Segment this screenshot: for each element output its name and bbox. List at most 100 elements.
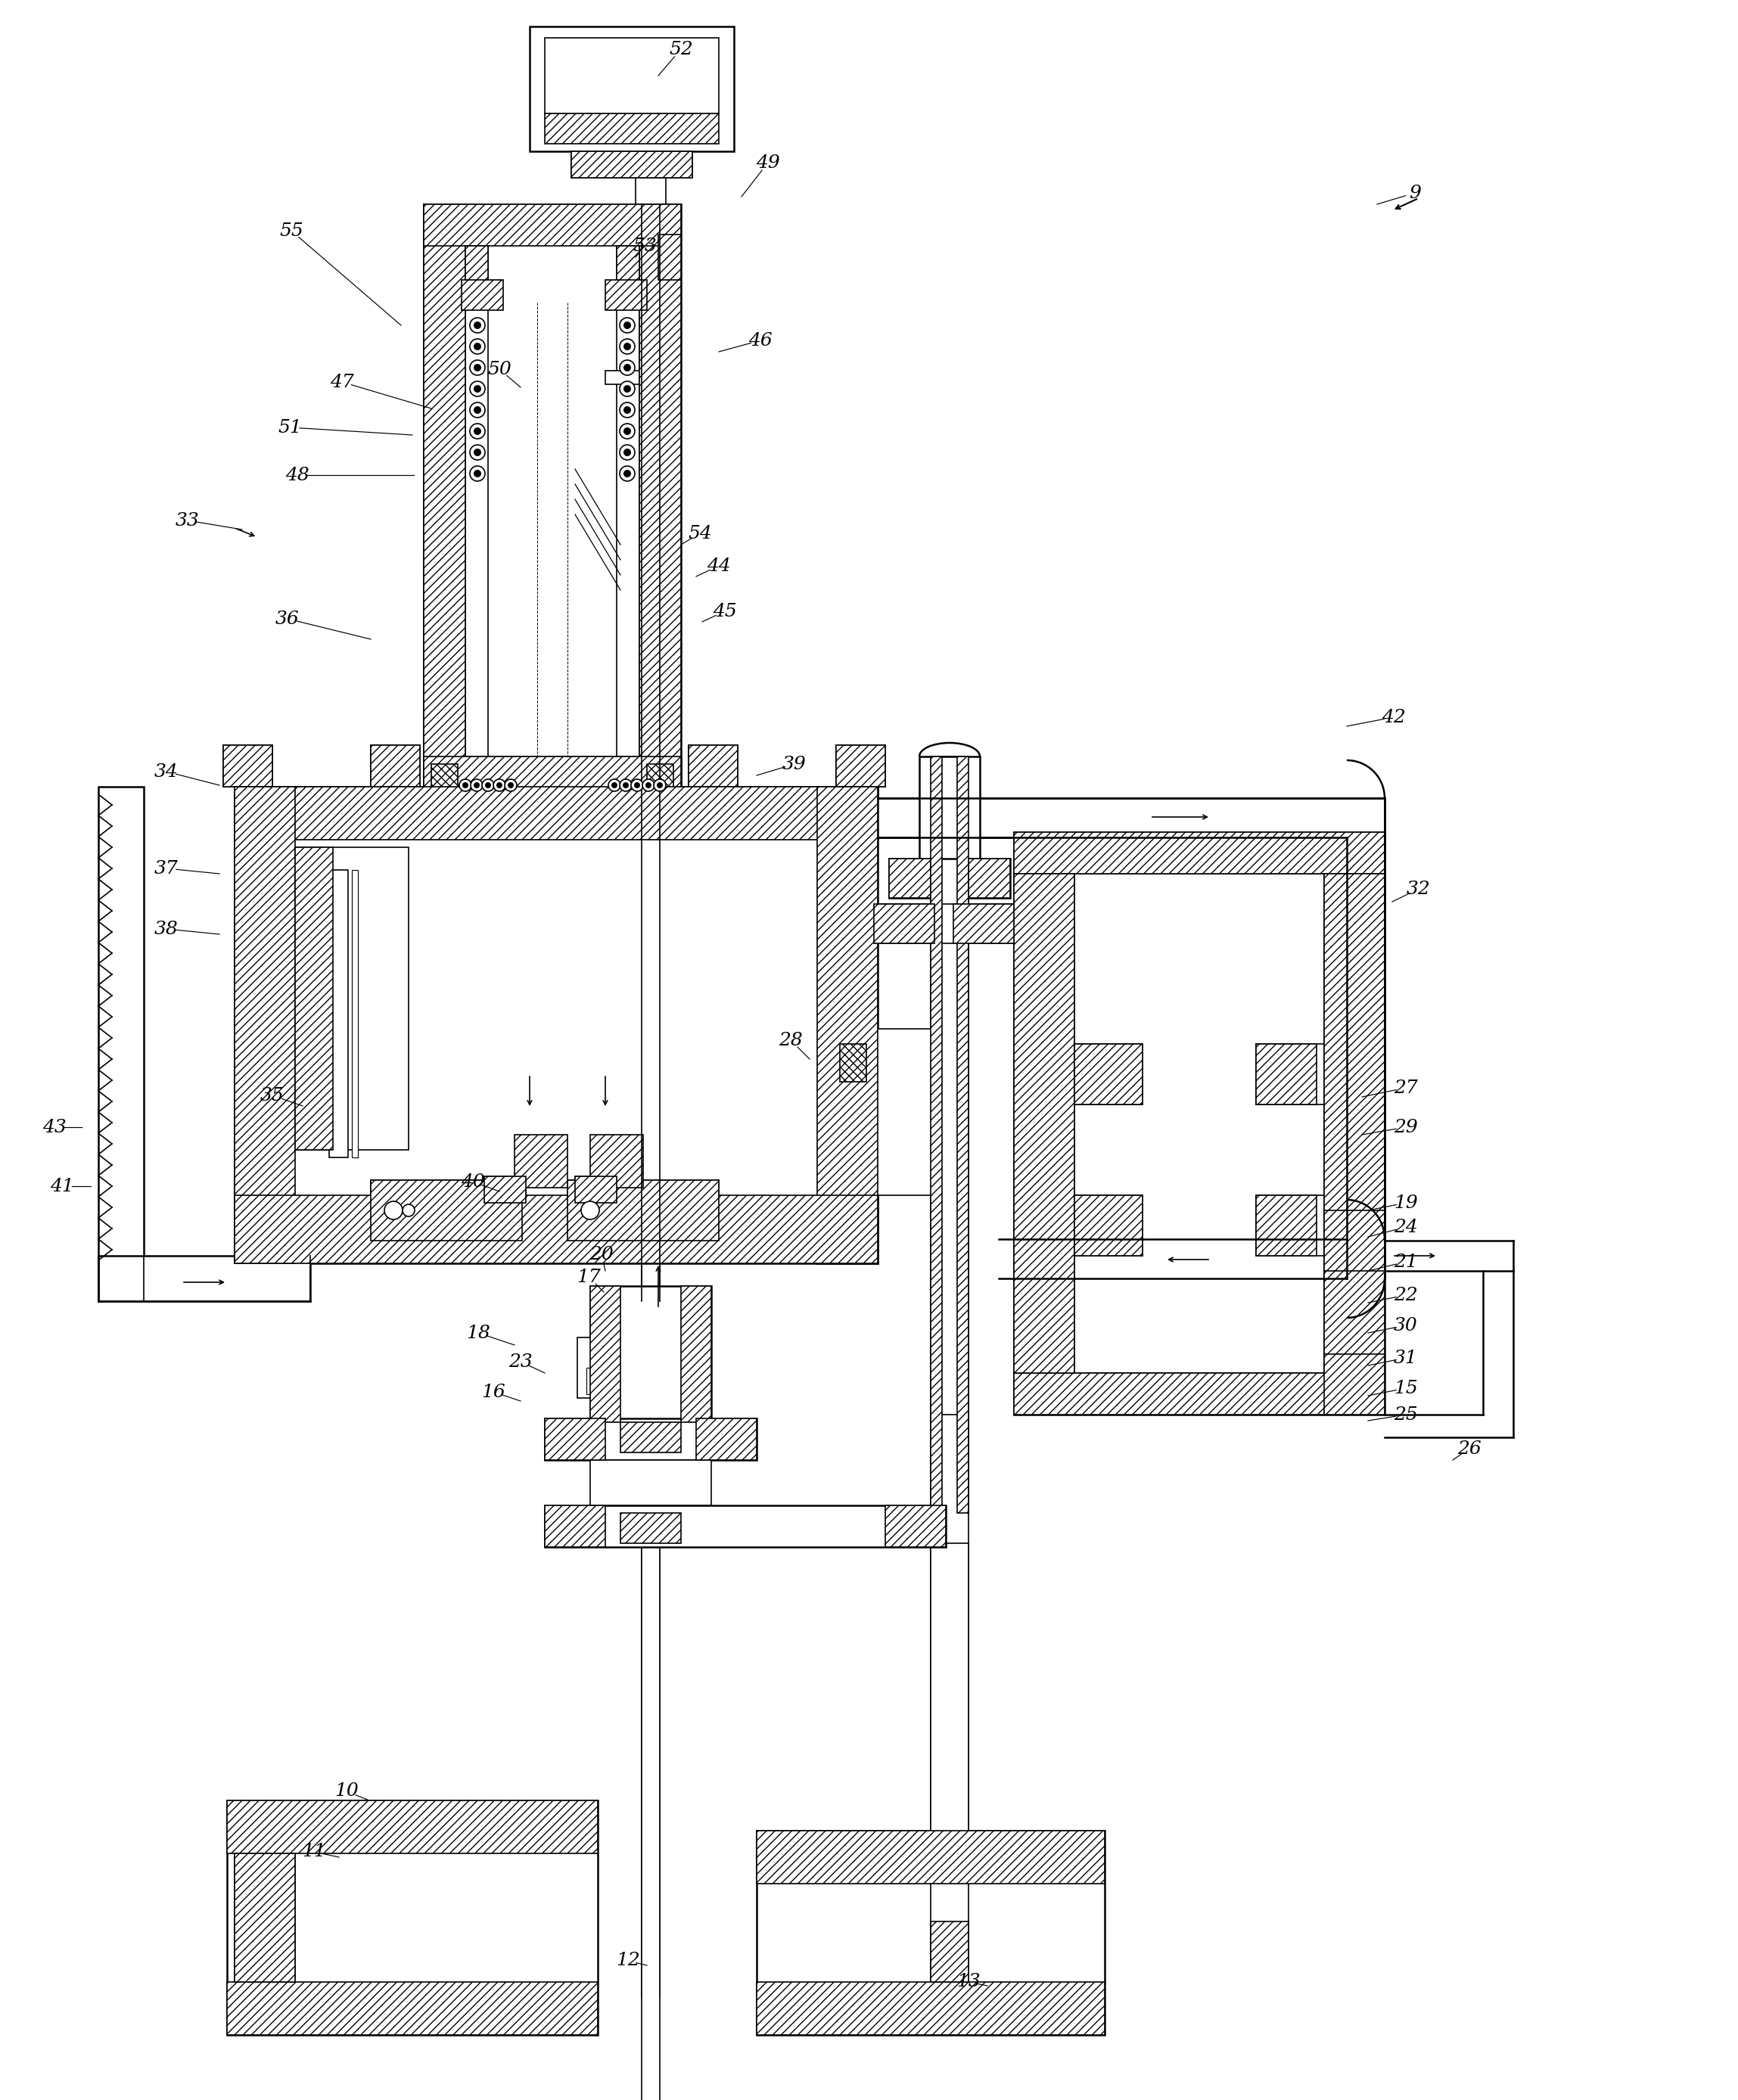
- Bar: [839, 1044, 866, 1082]
- Circle shape: [469, 317, 485, 334]
- Text: 21: 21: [1394, 1254, 1418, 1270]
- Bar: [424, 204, 681, 808]
- Circle shape: [459, 779, 471, 792]
- Bar: [328, 869, 348, 1157]
- Circle shape: [624, 449, 631, 456]
- Circle shape: [643, 779, 655, 792]
- Bar: [424, 756, 681, 808]
- Bar: [351, 869, 358, 1157]
- Bar: [424, 756, 681, 808]
- Circle shape: [469, 445, 485, 460]
- Circle shape: [620, 403, 634, 418]
- Text: 50: 50: [487, 361, 511, 378]
- Bar: [620, 1422, 681, 1453]
- Circle shape: [620, 338, 634, 355]
- Text: 38: 38: [155, 920, 179, 939]
- Circle shape: [504, 779, 516, 792]
- Text: 23: 23: [509, 1352, 532, 1371]
- Bar: [878, 798, 1385, 838]
- Bar: [295, 846, 408, 1151]
- Bar: [572, 151, 692, 178]
- Text: 31: 31: [1394, 1348, 1418, 1367]
- Bar: [617, 246, 640, 760]
- Circle shape: [620, 359, 634, 376]
- Circle shape: [620, 445, 634, 460]
- Circle shape: [469, 338, 485, 355]
- Text: 30: 30: [1394, 1317, 1418, 1334]
- Text: 10: 10: [334, 1783, 358, 1800]
- Bar: [1013, 874, 1074, 1373]
- Bar: [586, 1367, 594, 1394]
- Circle shape: [469, 359, 485, 376]
- Bar: [890, 859, 930, 899]
- Bar: [930, 1415, 968, 1945]
- Bar: [235, 788, 295, 1264]
- Bar: [1257, 1044, 1317, 1105]
- Text: 39: 39: [782, 756, 806, 773]
- Circle shape: [624, 342, 631, 351]
- Text: 51: 51: [278, 418, 302, 437]
- Bar: [575, 1176, 617, 1203]
- Bar: [1013, 832, 1385, 1415]
- Circle shape: [485, 781, 492, 788]
- Bar: [1257, 1195, 1324, 1256]
- Bar: [424, 204, 466, 808]
- Text: 24: 24: [1394, 1218, 1418, 1235]
- Bar: [930, 756, 942, 1512]
- Text: 9: 9: [1410, 185, 1422, 202]
- Circle shape: [474, 449, 481, 456]
- Bar: [836, 745, 885, 788]
- Circle shape: [620, 779, 633, 792]
- Circle shape: [657, 781, 662, 788]
- Text: 54: 54: [688, 525, 713, 542]
- Bar: [530, 27, 733, 151]
- Bar: [874, 903, 935, 943]
- Bar: [930, 756, 968, 1512]
- Bar: [295, 846, 334, 1151]
- Circle shape: [494, 779, 506, 792]
- Bar: [1013, 1373, 1385, 1415]
- Bar: [756, 1831, 1105, 2035]
- Circle shape: [608, 779, 620, 792]
- Text: 18: 18: [466, 1325, 490, 1342]
- Bar: [544, 38, 720, 113]
- Bar: [591, 1459, 711, 1506]
- Bar: [919, 756, 980, 859]
- Text: 37: 37: [155, 859, 179, 878]
- Circle shape: [474, 781, 480, 788]
- Bar: [1074, 1195, 1142, 1256]
- Text: 19: 19: [1394, 1195, 1418, 1212]
- Circle shape: [624, 428, 631, 435]
- Text: 17: 17: [577, 1268, 601, 1285]
- Bar: [1013, 832, 1385, 874]
- Text: 47: 47: [330, 374, 355, 391]
- Bar: [636, 178, 666, 208]
- Text: 33: 33: [176, 512, 200, 529]
- Circle shape: [624, 405, 631, 414]
- Circle shape: [580, 1201, 600, 1220]
- Bar: [228, 1982, 598, 2035]
- Circle shape: [507, 781, 514, 788]
- Bar: [756, 1982, 1105, 2035]
- Bar: [839, 1044, 866, 1082]
- Bar: [605, 372, 640, 384]
- Circle shape: [653, 779, 666, 792]
- Circle shape: [469, 403, 485, 418]
- Circle shape: [469, 424, 485, 439]
- Bar: [235, 788, 878, 840]
- Text: 34: 34: [155, 762, 179, 781]
- Circle shape: [620, 424, 634, 439]
- Text: 40: 40: [461, 1174, 485, 1191]
- Bar: [591, 1285, 620, 1422]
- Circle shape: [620, 466, 634, 481]
- Bar: [577, 1338, 591, 1399]
- Bar: [99, 1256, 309, 1302]
- Bar: [235, 1195, 878, 1264]
- Bar: [681, 1285, 711, 1422]
- Bar: [617, 246, 640, 284]
- Text: 15: 15: [1394, 1380, 1418, 1396]
- Bar: [235, 788, 878, 840]
- Text: 32: 32: [1406, 880, 1430, 897]
- Text: 11: 11: [302, 1844, 327, 1861]
- Bar: [544, 1506, 605, 1548]
